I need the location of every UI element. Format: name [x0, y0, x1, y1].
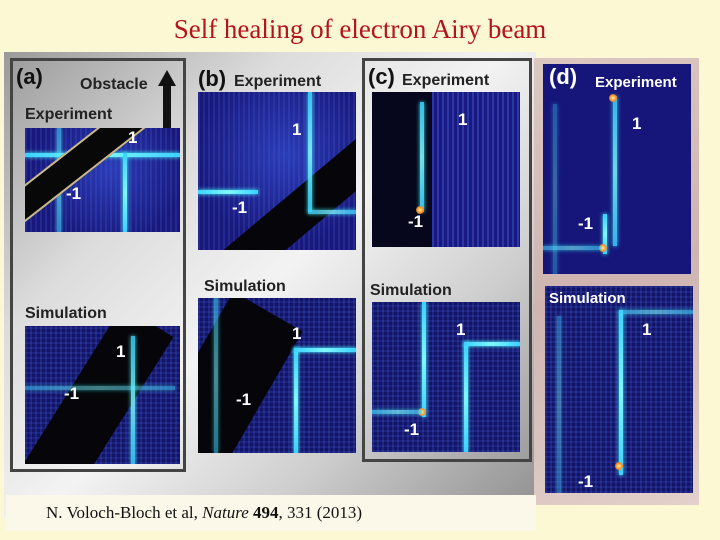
panel-c-sim-mark-pos: 1: [456, 320, 466, 339]
panel-c-border: [362, 58, 532, 462]
obstacle-arrow-icon: [158, 70, 176, 86]
panel-a-simulation-label: Simulation: [25, 305, 107, 322]
panel-d-simulation-label: Simulation: [549, 290, 626, 307]
panel-c-letter: (c): [368, 64, 395, 89]
panel-b-experiment-label: Experiment: [234, 73, 322, 90]
panel-d-letter: (d): [549, 64, 578, 89]
panel-a-exp-mark-pos: 1: [128, 128, 138, 147]
panel-b-experiment-plot: [198, 92, 356, 250]
panel-a-experiment-label: Experiment: [25, 106, 113, 123]
citation-journal: Nature: [202, 503, 249, 522]
panel-d-simulation-plot: Simulation: [545, 286, 693, 493]
panel-d-experiment-plot: (d) Experiment: [543, 64, 691, 274]
panel-d-sim-mark-pos: 1: [642, 320, 652, 339]
panel-c-exp-mark-neg: -1: [408, 212, 424, 231]
panel-d-exp-mark-neg: -1: [578, 214, 594, 233]
panel-c-exp-mark-pos: 1: [458, 110, 468, 129]
panel-d-sim-mark-neg: -1: [578, 472, 594, 491]
panel-a-exp-mark-neg: -1: [66, 184, 82, 203]
panel-a-simulation-plot: [25, 326, 180, 464]
panel-d-experiment-label: Experiment: [595, 74, 677, 91]
panel-b-exp-mark-pos: 1: [292, 120, 302, 139]
panel-d-exp-mark-pos: 1: [632, 114, 642, 133]
obstacle-arrow-shaft: [163, 85, 171, 145]
panel-b-exp-mark-neg: -1: [232, 198, 248, 217]
citation: N. Voloch-Bloch et al, Nature 494, 331 (…: [46, 503, 362, 523]
panel-a-border: [10, 58, 186, 472]
panel-c-experiment-plot: [372, 92, 520, 247]
citation-authors: N. Voloch-Bloch et al,: [46, 503, 203, 522]
obstacle-label: Obstacle: [80, 76, 148, 93]
panel-b-letter: (b): [198, 66, 227, 91]
panel-a-sim-mark-pos: 1: [116, 342, 126, 361]
panel-c-sim-mark-neg: -1: [404, 420, 420, 439]
panel-b-simulation-plot: [198, 298, 356, 453]
panel-b-sim-mark-neg: -1: [236, 390, 252, 409]
panel-a-sim-mark-neg: -1: [64, 384, 80, 403]
panel-a-experiment-plot: [25, 128, 180, 232]
slide-title: Self healing of electron Airy beam: [173, 14, 547, 44]
panel-b-sim-mark-pos: 1: [292, 324, 302, 343]
obstacle-band: [25, 128, 180, 223]
panel-b-simulation-label: Simulation: [204, 278, 286, 295]
panel-c-simulation-label: Simulation: [370, 282, 452, 299]
citation-box: [6, 495, 536, 531]
citation-volume: 494: [252, 503, 279, 522]
citation-rest: , 331 (2013): [278, 503, 363, 522]
panel-c-simulation-plot: [372, 302, 520, 452]
panel-c-experiment-label: Experiment: [402, 72, 490, 89]
panel-a-letter: (a): [16, 64, 43, 89]
